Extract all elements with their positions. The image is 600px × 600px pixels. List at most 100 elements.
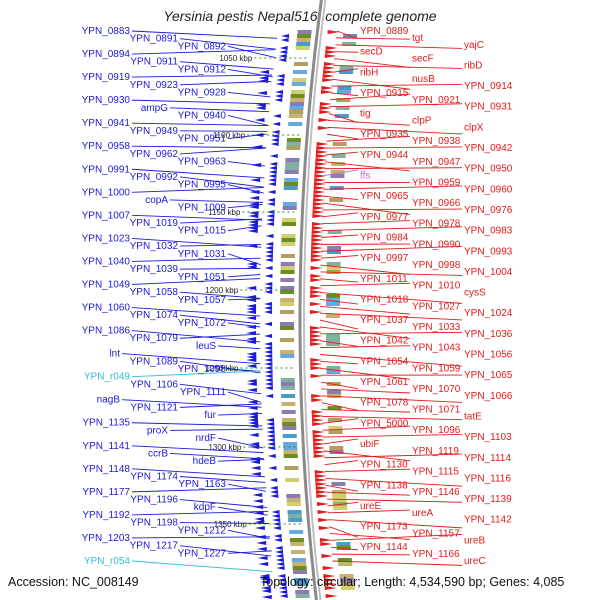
left-callout-line [179, 61, 274, 70]
gene-label: YPN_0931 [464, 102, 513, 113]
gene-label: YPN_0935 [360, 129, 409, 140]
cog-block [293, 62, 308, 66]
left-callout-line [169, 199, 263, 203]
gene-label: YPN_1163 [178, 479, 226, 490]
cog-block [326, 314, 341, 318]
left-strand-arrow [268, 170, 277, 174]
gene-label: YPN_0911 [130, 57, 178, 68]
kbp-label: 1300 kbp [208, 443, 241, 452]
gene-label: YPN_1130 [360, 460, 408, 471]
left-callout-line [227, 161, 266, 167]
gene-label: YPN_0962 [130, 149, 179, 160]
gene-label: YPN_1144 [360, 542, 408, 553]
left-strand-arrow [246, 316, 257, 320]
left-strand-arrow [259, 70, 270, 74]
right-strand-arrow [324, 54, 337, 58]
left-strand-arrow [260, 580, 271, 584]
left-strand-arrow [261, 595, 272, 599]
cog-block [286, 494, 301, 498]
cog-block [286, 142, 301, 146]
left-callout-line [131, 536, 271, 539]
left-strand-arrow [255, 106, 266, 110]
gene-label: ureE [360, 501, 381, 512]
cog-block [326, 366, 341, 370]
left-strand-arrow [274, 98, 283, 102]
gene-label: copA [145, 195, 168, 206]
right-callout-line [320, 345, 411, 349]
cog-block [281, 238, 296, 242]
cog-block [290, 94, 305, 98]
right-strand-arrow [323, 574, 336, 578]
cog-block [282, 222, 297, 226]
left-strand-arrow [279, 46, 288, 50]
cog-block [284, 178, 299, 182]
left-strand-arrow [248, 418, 259, 422]
gene-label: YPN_1031 [178, 249, 227, 260]
right-callout-line [319, 326, 411, 339]
cog-block [293, 570, 308, 574]
left-callout-lines [121, 30, 278, 573]
gene-label: clpX [464, 122, 484, 133]
left-callout-line [131, 468, 265, 478]
right-strand-arrow [314, 470, 327, 474]
left-strand-arrow [246, 388, 257, 392]
right-strand-arrow [321, 90, 334, 94]
gene-label: YPN_1098 [178, 364, 227, 375]
gene-label: YPN_1004 [464, 267, 513, 278]
gene-label: YPN_0921 [412, 95, 461, 106]
left-strand-arrow [265, 394, 274, 398]
left-strand-arrow [264, 362, 273, 366]
cog-block [335, 106, 350, 110]
right-callout-line [319, 319, 359, 330]
cog-block [327, 390, 342, 394]
kbp-label: 1050 kbp [219, 54, 252, 63]
left-strand-arrow [264, 258, 273, 262]
right-callout-line [324, 460, 359, 466]
right-callout-line [325, 484, 359, 492]
gene-label: YPN_1039 [130, 264, 179, 275]
left-callout-line [217, 458, 265, 462]
right-callout-line [321, 220, 411, 225]
gene-label: YPN_1059 [412, 363, 461, 374]
cog-block [289, 102, 304, 106]
left-strand-arrow [276, 566, 285, 570]
right-strand-arrow [322, 78, 335, 82]
left-strand-arrow [278, 586, 287, 590]
left-strand-arrow [264, 350, 273, 354]
right-strand-arrow [310, 278, 323, 282]
gene-label: YPN_1096 [412, 425, 461, 436]
gene-label: cysS [464, 288, 486, 299]
right-callout-line [324, 161, 411, 172]
left-strand-arrow [270, 494, 279, 498]
cog-block [287, 514, 302, 518]
right-callout-line [332, 560, 463, 566]
left-strand-arrow [257, 556, 268, 560]
left-strand-arrow [272, 522, 281, 526]
cog-block [328, 426, 343, 430]
gene-label: YPN_0894 [82, 49, 131, 60]
gene-label: YPN_1070 [412, 384, 461, 395]
cog-block [283, 450, 298, 454]
right-callout-line [320, 264, 411, 275]
right-strand-arrow [313, 186, 326, 190]
gene-label: YPN_1116 [464, 473, 511, 484]
gene-label: YPN_1037 [360, 315, 409, 326]
left-strand-arrow [246, 352, 257, 356]
right-gene-labels: YPN_0889tgtyajCsecDsecFribDribHnusBYPN_0… [360, 26, 513, 567]
left-strand-arrow [250, 460, 261, 464]
left-callout-line [121, 399, 262, 408]
cog-block [283, 186, 298, 190]
gene-label: YPN_1051 [178, 272, 227, 283]
left-strand-arrow [272, 526, 281, 530]
right-strand-arrow [310, 330, 323, 334]
gene-label: YPN_5000 [360, 418, 409, 429]
right-callout-line [329, 93, 411, 101]
right-callout-line [331, 83, 463, 87]
right-callout-line [322, 212, 359, 218]
left-callout-line [227, 391, 262, 403]
left-strand-arrow [266, 222, 275, 226]
left-strand-arrow [254, 517, 265, 521]
right-strand-arrow [310, 310, 323, 314]
left-strand-arrow [264, 306, 273, 310]
cog-block [329, 186, 344, 190]
